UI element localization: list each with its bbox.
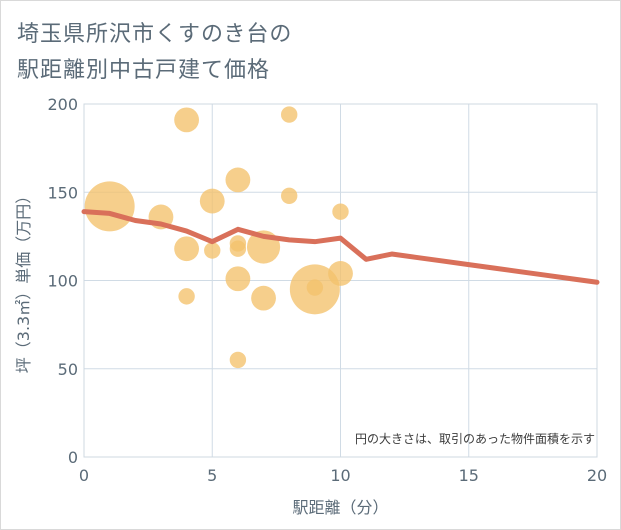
bubble-point [229, 240, 247, 257]
x-axis-label: 駅距離（分） [292, 498, 388, 517]
y-tick-label: 0 [68, 448, 78, 467]
size-legend-note: 円の大きさは、取引のあった物件面積を示す [355, 431, 595, 446]
bubble-point [174, 236, 200, 262]
x-tick-labels: 0 5 10 15 20 [79, 466, 607, 485]
x-tick-label: 20 [587, 466, 607, 485]
bubble-point [204, 242, 221, 259]
bubble-point [225, 167, 251, 193]
bubble-point [178, 288, 195, 305]
chart-title: 埼玉県所沢市くすのき台の 駅距離別中古戸建て価格 [17, 17, 292, 89]
bubble-point [281, 106, 298, 123]
bubble-point [281, 187, 298, 204]
trend-line [81, 209, 600, 285]
x-tick-label: 5 [207, 466, 217, 485]
y-axis-label: 坪（3.3㎡）単価（万円） [14, 188, 33, 373]
x-tick-label: 0 [79, 466, 89, 485]
y-tick-label: 150 [47, 183, 78, 202]
bubble-point [306, 279, 324, 296]
title-line-1: 埼玉県所沢市くすのき台の [17, 22, 293, 47]
y-tick-label: 50 [58, 360, 78, 379]
bubble-point [251, 285, 276, 311]
bubble-point [328, 261, 353, 286]
y-tick-label: 100 [47, 272, 78, 291]
bubble-point [174, 107, 200, 133]
bubble-point [332, 203, 349, 220]
bubble-point [199, 188, 225, 214]
y-tick-labels: 0 50 100 150 200 [47, 95, 78, 467]
bubble-series [84, 106, 353, 369]
y-tick-label: 200 [47, 95, 78, 114]
x-tick-label: 10 [330, 466, 350, 485]
x-tick-label: 15 [459, 466, 479, 485]
bubble-point [229, 351, 247, 369]
bubble-point [84, 181, 135, 232]
title-line-2: 駅距離別中古戸建て価格 [17, 58, 271, 83]
bubble-point [225, 266, 251, 292]
